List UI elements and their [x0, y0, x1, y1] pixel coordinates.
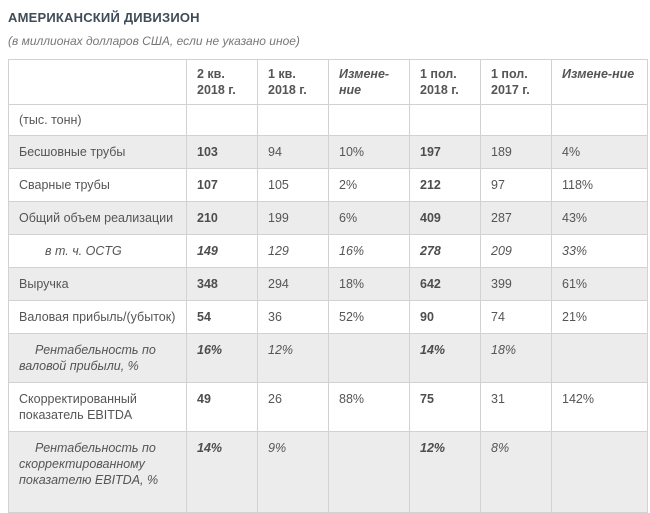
- row-label: Выручка: [8, 267, 187, 301]
- units-note: (в миллионах долларов США, если не указа…: [8, 34, 300, 48]
- value-cell: 103: [186, 135, 258, 169]
- value-cell: 409: [409, 201, 481, 235]
- value-cell: [551, 431, 648, 513]
- value-cell: [328, 104, 410, 136]
- value-cell: 2%: [328, 168, 410, 202]
- value-cell: 49: [186, 382, 258, 432]
- table-header: 2 кв. 2018 г. 1 кв. 2018 г. Измене-ние 1 по…: [8, 59, 648, 105]
- value-cell: 10%: [328, 135, 410, 169]
- value-cell: [551, 104, 648, 136]
- value-cell: 4%: [551, 135, 648, 169]
- row-label: Валовая прибыль/(убыток): [8, 300, 187, 334]
- table-row: Скорректированный показатель EBITDA 49 26 8…: [8, 382, 648, 432]
- table-row: Выручка 348 294 18% 642 399 61%: [8, 267, 648, 301]
- value-cell: 294: [257, 267, 329, 301]
- value-cell: 107: [186, 168, 258, 202]
- value-cell: 14%: [186, 431, 258, 513]
- value-cell: 210: [186, 201, 258, 235]
- value-cell: 52%: [328, 300, 410, 334]
- value-cell: [186, 104, 258, 136]
- page-title: АМЕРИКАНСКИЙ ДИВИЗИОН: [8, 10, 200, 25]
- value-cell: 75: [409, 382, 481, 432]
- value-cell: 54: [186, 300, 258, 334]
- value-cell: 9%: [257, 431, 329, 513]
- value-cell: 399: [480, 267, 552, 301]
- value-cell: 36: [257, 300, 329, 334]
- row-label: Сварные трубы: [8, 168, 187, 202]
- table-body: (тыс. тонн) Бесшовные трубы 103 94 10% 197 189…: [8, 104, 648, 513]
- value-cell: 90: [409, 300, 481, 334]
- value-cell: 212: [409, 168, 481, 202]
- column-header: Измене-ние: [328, 59, 410, 105]
- value-cell: 6%: [328, 201, 410, 235]
- value-cell: [409, 104, 481, 136]
- row-label: Общий объем реализации: [8, 201, 187, 235]
- table-row: Рентабельность по скорректированному пок…: [8, 431, 648, 513]
- table-row: Бесшовные трубы 103 94 10% 197 189 4%: [8, 135, 648, 169]
- row-label: (тыс. тонн): [8, 104, 187, 136]
- value-cell: 14%: [409, 333, 481, 383]
- table-row: Общий объем реализации 210 199 6% 409 287 43%: [8, 201, 648, 235]
- value-cell: 97: [480, 168, 552, 202]
- value-cell: 287: [480, 201, 552, 235]
- table-row: (тыс. тонн): [8, 104, 648, 136]
- value-cell: 142%: [551, 382, 648, 432]
- header-row: 2 кв. 2018 г. 1 кв. 2018 г. Измене-ние 1 по…: [8, 59, 648, 105]
- value-cell: 118%: [551, 168, 648, 202]
- row-label: в т. ч. OCTG: [8, 234, 187, 268]
- value-cell: 74: [480, 300, 552, 334]
- value-cell: 33%: [551, 234, 648, 268]
- value-cell: 197: [409, 135, 481, 169]
- value-cell: [551, 333, 648, 383]
- table-row: Валовая прибыль/(убыток) 54 36 52% 90 74 21%: [8, 300, 648, 334]
- value-cell: 94: [257, 135, 329, 169]
- row-label: Бесшовные трубы: [8, 135, 187, 169]
- value-cell: [257, 104, 329, 136]
- row-label: Скорректированный показатель EBITDA: [8, 382, 187, 432]
- value-cell: [328, 431, 410, 513]
- column-header: 1 пол. 2018 г.: [409, 59, 481, 105]
- value-cell: 149: [186, 234, 258, 268]
- row-label: Рентабельность по скорректированному пок…: [8, 431, 187, 513]
- value-cell: 18%: [480, 333, 552, 383]
- value-cell: 16%: [328, 234, 410, 268]
- row-label: Рентабельность по валовой прибыли, %: [8, 333, 187, 383]
- value-cell: 199: [257, 201, 329, 235]
- value-cell: 209: [480, 234, 552, 268]
- value-cell: 189: [480, 135, 552, 169]
- value-cell: [328, 333, 410, 383]
- row-label-header: [8, 59, 187, 105]
- value-cell: 278: [409, 234, 481, 268]
- value-cell: 21%: [551, 300, 648, 334]
- american-division-table: 2 кв. 2018 г. 1 кв. 2018 г. Измене-ние 1 по…: [8, 59, 648, 513]
- table-row: Рентабельность по валовой прибыли, % 16% 1…: [8, 333, 648, 383]
- value-cell: 12%: [409, 431, 481, 513]
- value-cell: [480, 104, 552, 136]
- column-header: 2 кв. 2018 г.: [186, 59, 258, 105]
- value-cell: 31: [480, 382, 552, 432]
- value-cell: 12%: [257, 333, 329, 383]
- value-cell: 348: [186, 267, 258, 301]
- value-cell: 26: [257, 382, 329, 432]
- value-cell: 642: [409, 267, 481, 301]
- value-cell: 105: [257, 168, 329, 202]
- value-cell: 18%: [328, 267, 410, 301]
- value-cell: 88%: [328, 382, 410, 432]
- table-row: Сварные трубы 107 105 2% 212 97 118%: [8, 168, 648, 202]
- value-cell: 129: [257, 234, 329, 268]
- table-row: в т. ч. OCTG 149 129 16% 278 209 33%: [8, 234, 648, 268]
- column-header: 1 пол. 2017 г.: [480, 59, 552, 105]
- value-cell: 43%: [551, 201, 648, 235]
- value-cell: 16%: [186, 333, 258, 383]
- value-cell: 8%: [480, 431, 552, 513]
- column-header: Измене-ние: [551, 59, 648, 105]
- column-header: 1 кв. 2018 г.: [257, 59, 329, 105]
- value-cell: 61%: [551, 267, 648, 301]
